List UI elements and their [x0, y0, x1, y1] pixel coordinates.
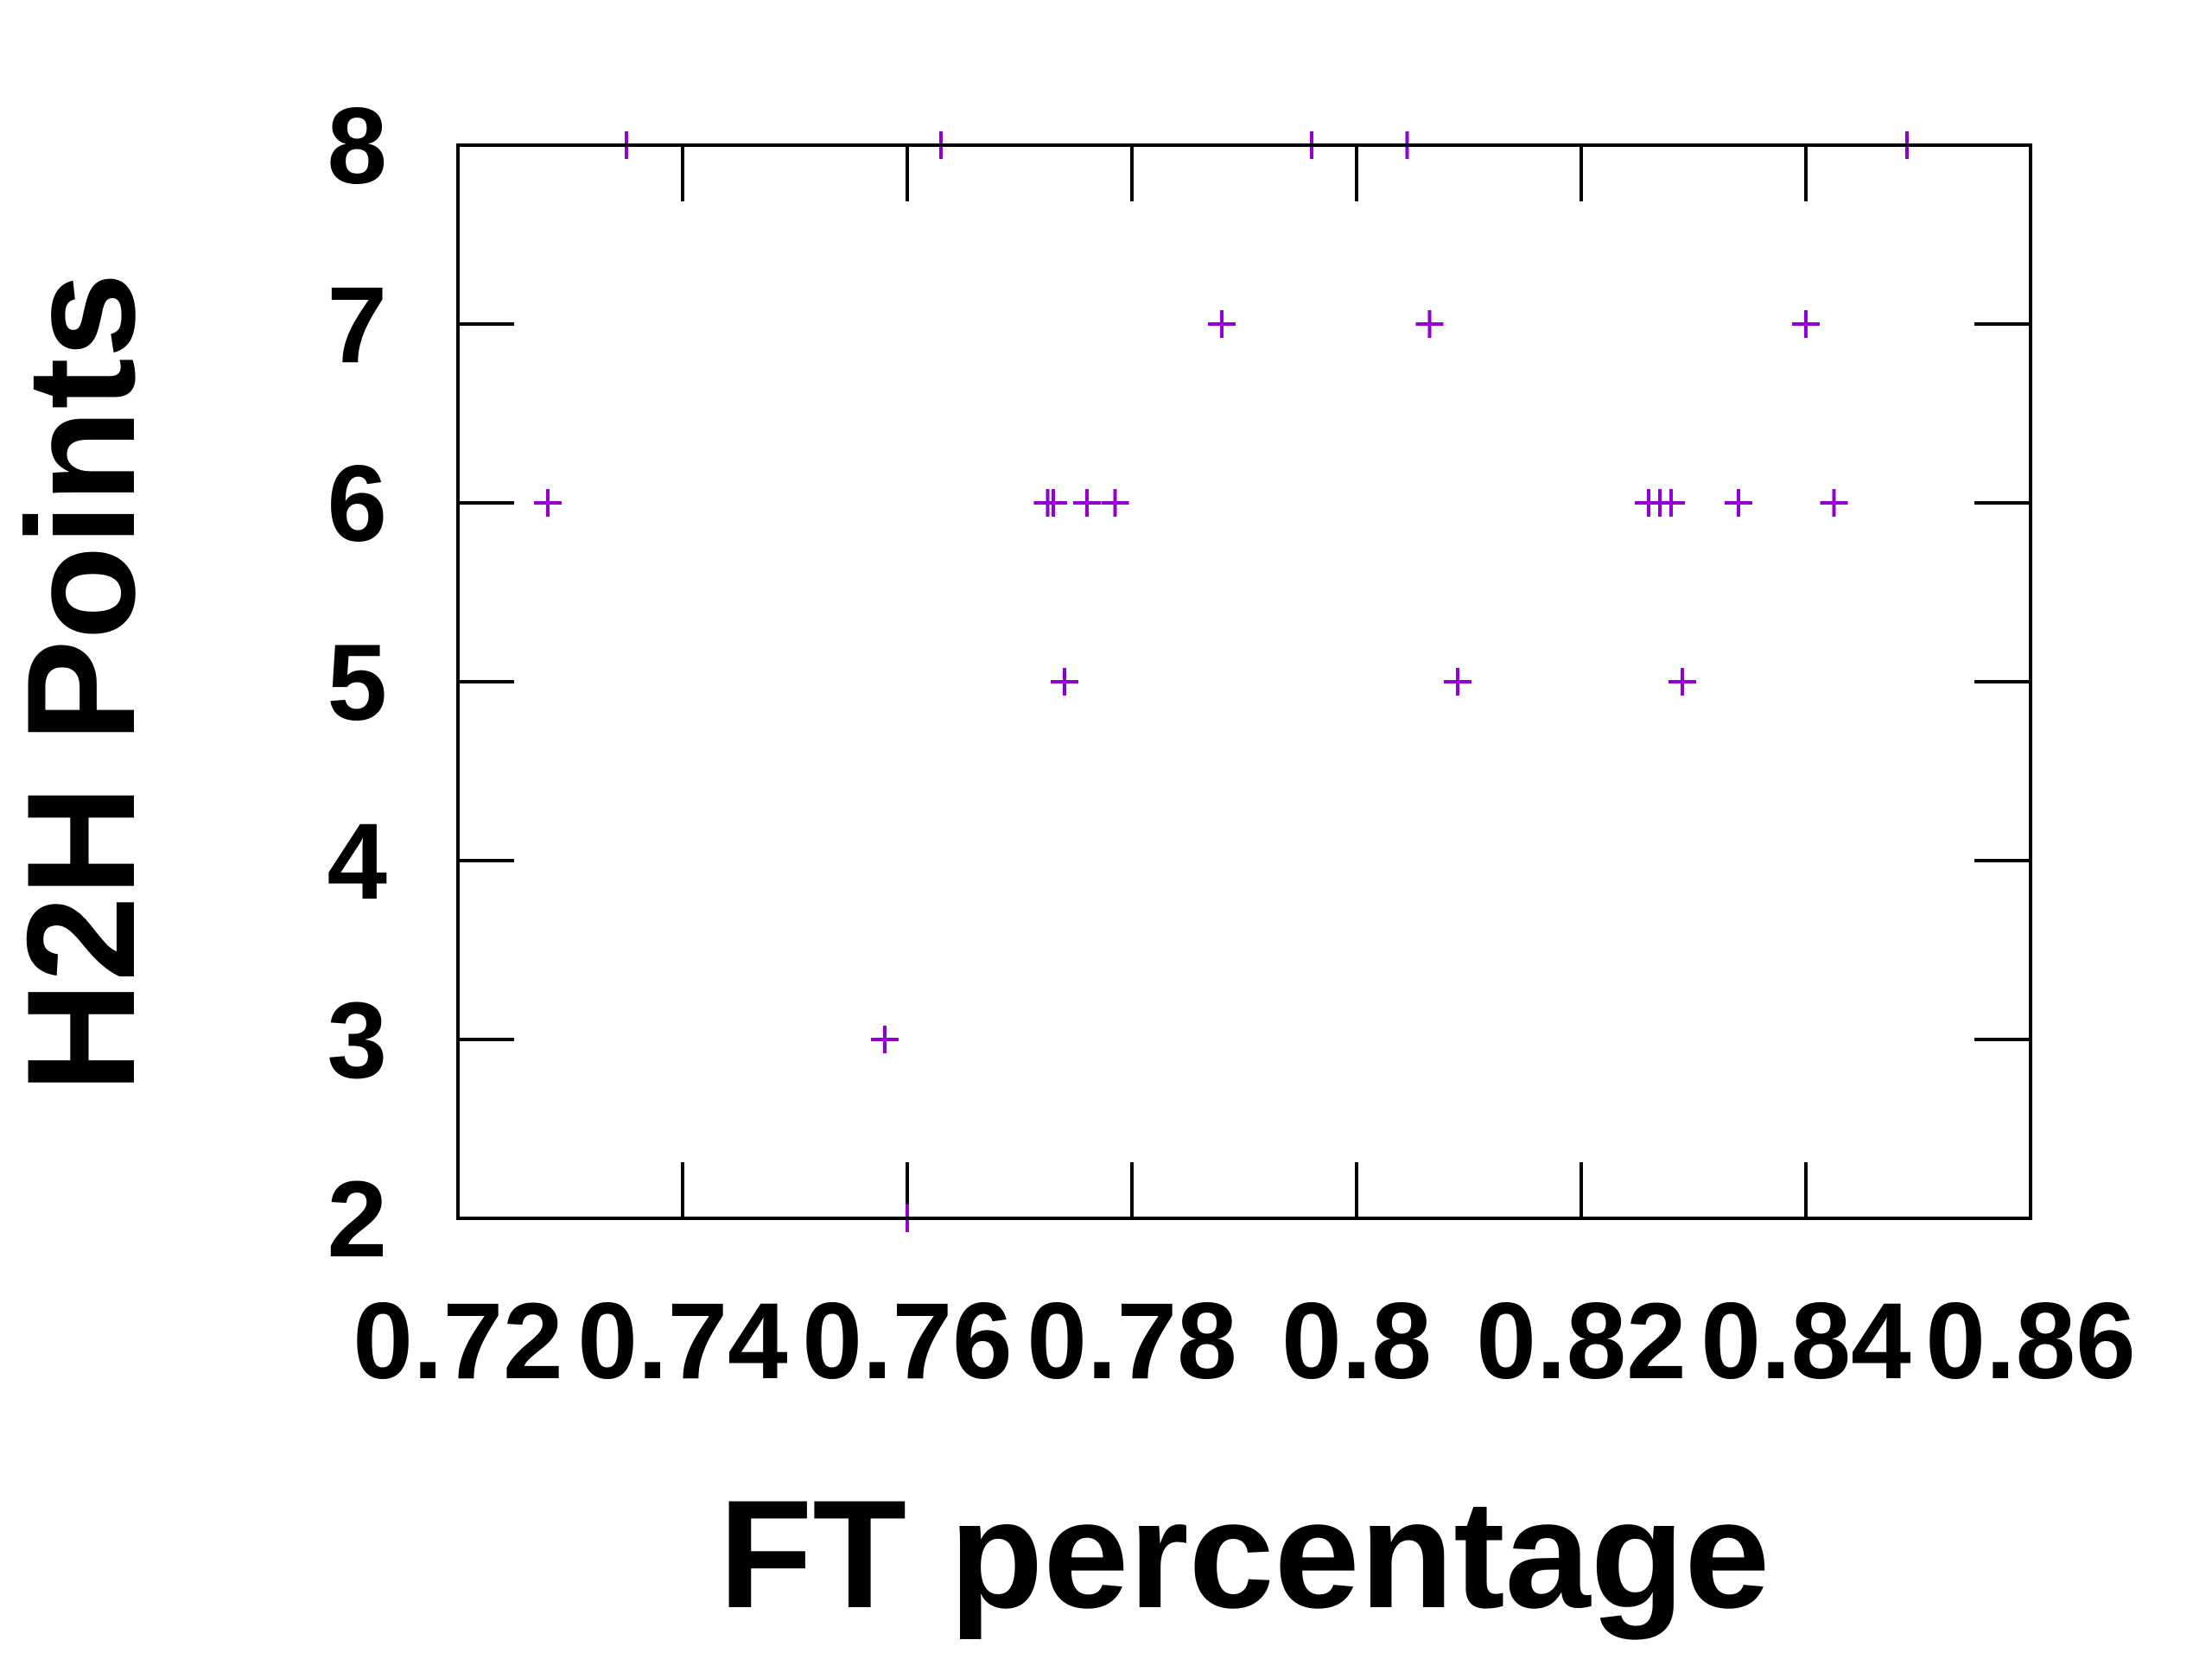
data-points [534, 131, 1921, 1232]
x-tick-label: 0.76 [802, 1281, 1012, 1402]
y-tick-label: 3 [327, 981, 387, 1101]
y-tick-label: 6 [327, 444, 387, 564]
tick-labels: 0.72 0.74 0.76 0.78 0.8 0.82 0.84 0.86 2 3 4 5 6 7 8 [327, 86, 2135, 1402]
data-point [871, 1026, 899, 1053]
y-tick-label: 7 [327, 265, 387, 385]
plot-area-frame [458, 145, 2031, 1218]
tick-marks [458, 145, 2031, 1218]
y-axis-title: H2H Points [0, 272, 167, 1092]
x-tick-label: 0.8 [1281, 1281, 1432, 1402]
data-point [1051, 668, 1078, 696]
data-point [1416, 310, 1444, 338]
x-tick-label: 0.86 [1925, 1281, 2135, 1402]
y-tick-label: 2 [327, 1160, 387, 1280]
x-tick-label: 0.74 [577, 1281, 787, 1402]
data-point [1039, 489, 1067, 517]
data-point [1444, 668, 1471, 696]
data-point [1073, 489, 1101, 517]
x-tick-label: 0.78 [1027, 1281, 1236, 1402]
y-tick-label: 4 [327, 802, 387, 922]
data-point [1669, 668, 1696, 696]
x-tick-label: 0.82 [1476, 1281, 1686, 1402]
data-point [1208, 310, 1236, 338]
data-point [1102, 489, 1129, 517]
y-tick-label: 5 [327, 623, 387, 743]
data-point [1821, 489, 1848, 517]
data-point [534, 489, 562, 517]
y-tick-label: 8 [327, 86, 387, 207]
x-tick-label: 0.72 [353, 1281, 563, 1402]
data-point [1725, 489, 1752, 517]
data-point [1792, 310, 1820, 338]
x-axis-title: FT percentage [719, 1468, 1770, 1640]
x-tick-label: 0.84 [1700, 1281, 1910, 1402]
